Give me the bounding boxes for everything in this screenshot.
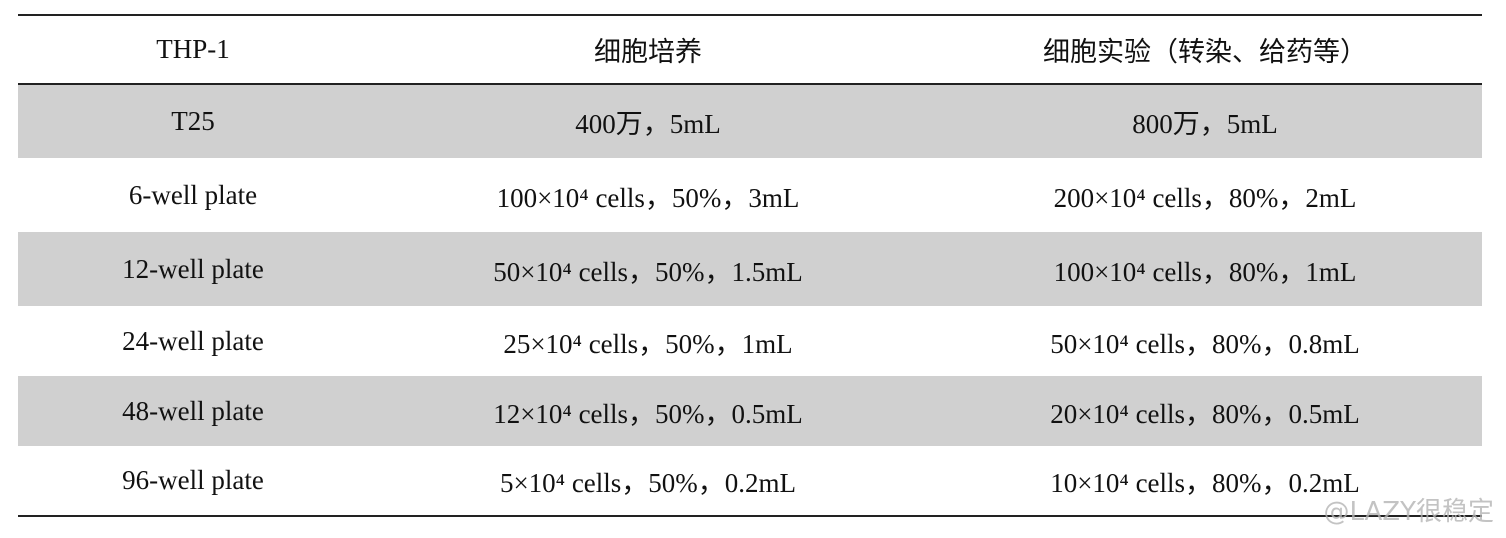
table-row: 24-well plate 25×10⁴ cells，50%，1mL 50×10⁴ … [18,306,1482,376]
table-cell: 10×10⁴ cells，80%，0.2mL [1050,468,1360,498]
table-cell: 50×10⁴ cells，50%，1.5mL [493,256,803,287]
table-body: T25 400万，5mL 800万，5mL 6-well plate 100×10⁴ c… [18,84,1482,516]
table-cell: 12×10⁴ cells，50%，0.5mL [493,398,803,429]
table-cell: 48-well plate [122,395,264,426]
header-cell: 细胞实验（转染、给药等） [1043,37,1367,67]
table-cell: 20×10⁴ cells，80%，0.5mL [1050,398,1360,429]
table-cell: 24-well plate [122,325,264,356]
watermark: @LAZY很稳定 [1323,497,1494,527]
table-row: 12-well plate 50×10⁴ cells，50%，1.5mL 100×1… [18,232,1482,306]
data-table: THP-1 细胞培养 细胞实验（转染、给药等） T25 400万，5mL 800万，5m… [18,14,1482,517]
table-cell: 100×10⁴ cells，80%，1mL [1053,256,1357,287]
table-row: 48-well plate 12×10⁴ cells，50%，0.5mL 20×10… [18,376,1482,446]
table-cell: 800万，5mL [1132,109,1278,139]
header-row: THP-1 细胞培养 细胞实验（转染、给药等） [18,15,1482,84]
table-cell: 25×10⁴ cells，50%，1mL [503,328,793,359]
table-cell: T25 [171,106,215,136]
table-cell: 400万，5mL [575,109,721,139]
table-cell: 200×10⁴ cells，80%，2mL [1053,182,1357,213]
table-row: 6-well plate 100×10⁴ cells，50%，3mL 200×10⁴… [18,158,1482,232]
table-row: 96-well plate 5×10⁴ cells，50%，0.2mL 10×10⁴… [18,446,1482,516]
table-cell: 100×10⁴ cells，50%，3mL [496,182,800,213]
table-row: T25 400万，5mL 800万，5mL [18,84,1482,158]
header-cell: THP-1 [156,34,230,64]
table-cell: 50×10⁴ cells，80%，0.8mL [1050,328,1360,359]
table-cell: 5×10⁴ cells，50%，0.2mL [499,468,797,498]
table-header: THP-1 细胞培养 细胞实验（转染、给药等） [18,15,1482,84]
table-cell: 96-well plate [122,465,264,495]
table-cell: 12-well plate [122,253,264,284]
header-cell: 细胞培养 [594,37,702,67]
table-cell: 6-well plate [128,179,258,210]
